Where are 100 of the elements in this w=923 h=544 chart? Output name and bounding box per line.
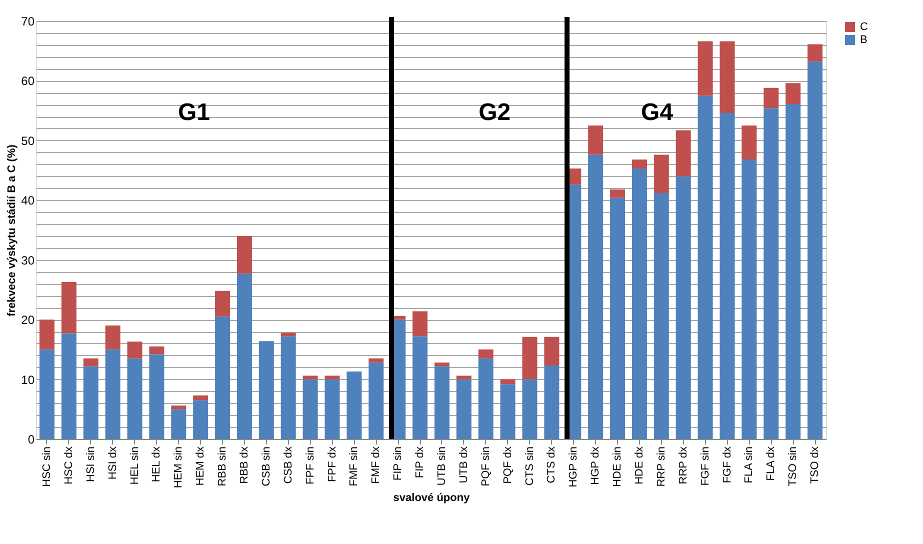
- x-tick-label: TSO dx: [809, 446, 822, 484]
- bar: [720, 41, 735, 113]
- bar: [61, 282, 76, 334]
- bar: [478, 349, 494, 358]
- bar: [258, 341, 274, 439]
- y-axis-title: frekvece výskytu stádií B a C (%): [6, 144, 18, 316]
- x-axis-title: svalové úpony: [393, 492, 471, 504]
- bar: [720, 112, 735, 439]
- bar: [764, 88, 779, 108]
- x-tick-label: HEL dx: [150, 446, 163, 482]
- bar: [500, 379, 516, 384]
- bar: [324, 376, 340, 380]
- x-tick-label: HEL sin: [128, 446, 141, 485]
- bar: [83, 358, 98, 366]
- y-tick-label: 30: [21, 253, 35, 268]
- bar: [808, 44, 823, 62]
- x-tick-label: CSB sin: [260, 446, 272, 486]
- bar: [742, 126, 757, 160]
- x-tick-label: CSB dx: [282, 446, 294, 484]
- bar: [39, 320, 54, 350]
- bar: [544, 366, 560, 439]
- bar: [83, 366, 98, 439]
- x-tick-label: HSI dx: [106, 446, 119, 480]
- x-tick-label: FGF dx: [721, 446, 734, 484]
- x-tick-label: HGP dx: [590, 446, 602, 485]
- x-tick-label: FLA sin: [743, 446, 756, 484]
- bar: [193, 395, 208, 400]
- y-tick-label: 10: [21, 372, 35, 387]
- bar: [127, 342, 142, 358]
- bar: [215, 316, 230, 439]
- x-tick-label: HEM sin: [172, 446, 185, 488]
- x-tick-label: UTB dx: [458, 446, 470, 484]
- bar: [588, 154, 604, 439]
- x-tick-label: FGF sin: [699, 446, 712, 486]
- x-tick-label: PQF dx: [502, 446, 514, 484]
- x-tick-label: PQF sin: [480, 446, 492, 486]
- bar: [764, 108, 779, 439]
- x-tick-label: RBB sin: [216, 446, 229, 486]
- bar: [39, 349, 54, 439]
- y-tick-label: 0: [28, 432, 35, 446]
- y-tick-label: 20: [21, 313, 35, 328]
- x-tick-label: RRP sin: [655, 446, 668, 487]
- bar: [302, 376, 318, 380]
- bar: [236, 236, 252, 274]
- x-tick-label: FMF sin: [348, 446, 360, 486]
- x-tick-label: HSC dx: [62, 446, 75, 484]
- x-tick-label: FPF dx: [326, 446, 338, 482]
- y-tick-label: 60: [21, 74, 35, 88]
- x-tick-label: CTS dx: [546, 446, 558, 484]
- annotation: G1: [178, 98, 210, 126]
- bar: [368, 358, 384, 363]
- bar: [698, 96, 713, 439]
- bar: [434, 362, 450, 366]
- bar: [808, 62, 823, 439]
- x-tick-label: FLA dx: [765, 446, 778, 481]
- bar: [632, 168, 647, 439]
- x-tick-label: HGP sin: [568, 446, 580, 488]
- bar: [786, 104, 801, 439]
- bar: [610, 189, 626, 198]
- bar: [368, 362, 384, 439]
- bar: [215, 290, 230, 317]
- x-tick-label: HSC sin: [40, 446, 53, 487]
- bar: [676, 130, 691, 176]
- legend-label: C: [860, 21, 868, 33]
- y-tick-label: 40: [21, 194, 35, 208]
- bar: [742, 160, 757, 439]
- bar: [324, 379, 340, 439]
- bar: [610, 198, 626, 439]
- x-tick-label: HDE sin: [612, 446, 624, 487]
- x-tick-label: RBB dx: [238, 446, 250, 484]
- x-tick-label: FPF sin: [304, 446, 316, 484]
- x-tick-label: HSI sin: [84, 446, 97, 482]
- bar: [478, 358, 494, 439]
- annotation: G2: [478, 98, 511, 126]
- bar: [786, 83, 801, 104]
- bar: [346, 372, 362, 439]
- bar: [544, 336, 560, 366]
- bar: [698, 41, 713, 96]
- bar: [105, 349, 120, 439]
- bar: [171, 409, 186, 439]
- bar: [280, 336, 296, 439]
- bar: [302, 379, 318, 439]
- bar: [149, 354, 164, 439]
- annotation: G4: [641, 98, 674, 126]
- bar: [654, 154, 669, 193]
- bar: [412, 336, 428, 439]
- bar: [434, 366, 450, 439]
- bar: [61, 333, 76, 439]
- legend-label: B: [860, 34, 868, 46]
- y-tick-label: 50: [21, 134, 35, 148]
- x-tick-label: UTB sin: [436, 446, 448, 486]
- x-tick-label: FIP sin: [392, 446, 404, 481]
- x-tick-label: FIP dx: [414, 446, 426, 478]
- bar: [193, 400, 208, 439]
- bar: [654, 192, 669, 439]
- x-tick-label: CTS sin: [524, 446, 536, 486]
- bar: [588, 126, 604, 155]
- bar: [522, 336, 538, 380]
- bar: [280, 332, 296, 336]
- x-tick-label: HDE dx: [633, 446, 646, 484]
